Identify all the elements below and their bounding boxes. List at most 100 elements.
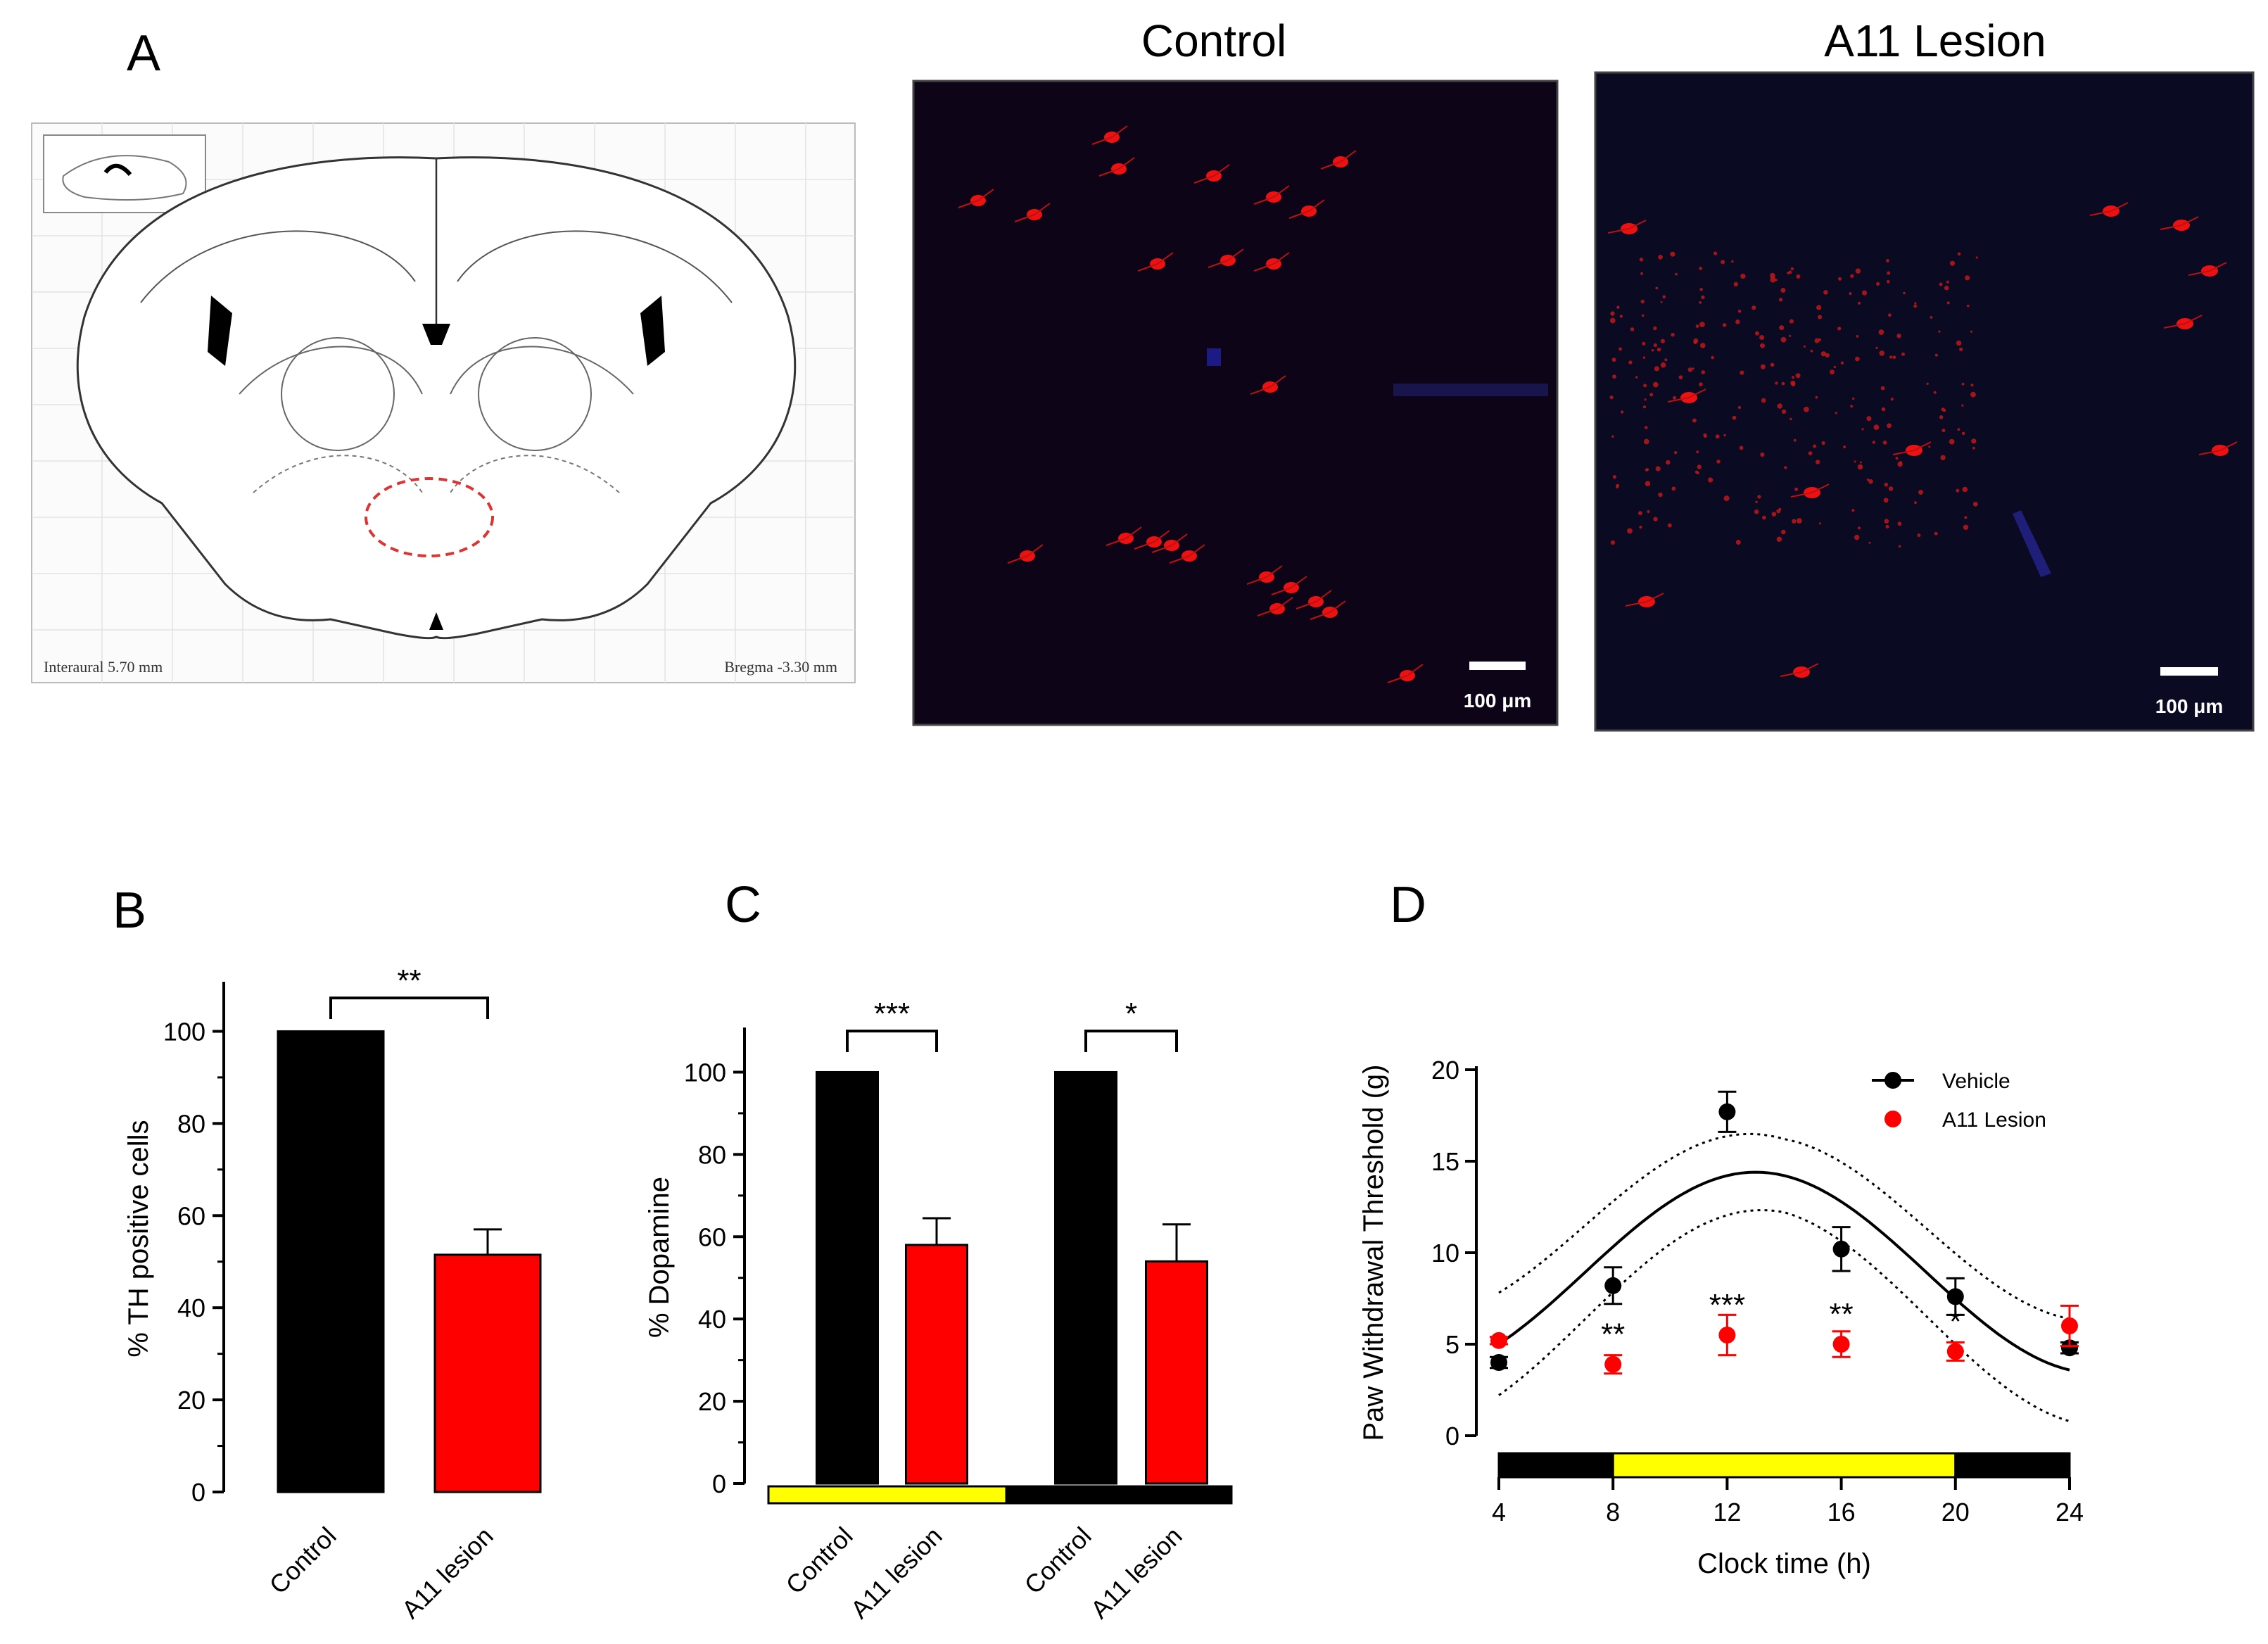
fiber-speck [1760, 343, 1765, 348]
fiber-speck [1642, 405, 1647, 409]
neuron-process [1014, 203, 1051, 222]
fiber-speck [1965, 275, 1970, 281]
fiber-speck [1880, 386, 1885, 391]
neuron-process [1271, 576, 1307, 595]
neuron-process [1208, 248, 1244, 268]
significance-bracket [329, 997, 489, 1019]
y-tick-label: 100 [684, 1058, 726, 1087]
neuron-process [1892, 441, 1932, 455]
fiber-speck [1654, 366, 1659, 372]
brain-atlas-diagram: Interaural 5.70 mm Bregma -3.30 mm [31, 122, 856, 683]
panel-a-letter: A [127, 25, 160, 82]
fiber-speck [1643, 384, 1647, 388]
fiber-speck [1645, 468, 1649, 472]
fiber-speck [1970, 330, 1973, 333]
fiber-speck [1881, 407, 1886, 412]
significance-bracket [1084, 1030, 1178, 1052]
fiber-speck [1781, 381, 1785, 386]
fiber-speck [1939, 282, 1943, 286]
fiber-speck [1838, 277, 1842, 281]
dark-phase-bar [1005, 1485, 1233, 1505]
fiber-speck [1770, 362, 1775, 367]
fiber-speck [1770, 272, 1775, 279]
fiber-speck [1875, 346, 1878, 349]
x-tick-label: 20 [1941, 1498, 1970, 1526]
fiber-speck [1961, 382, 1965, 386]
fiber-speck [1612, 374, 1616, 379]
fiber-speck [1645, 426, 1648, 429]
y-tick-label: 10 [1431, 1239, 1459, 1267]
neuron-process [1091, 125, 1128, 145]
fiber-speck [1653, 517, 1658, 521]
fiber-speck [1914, 501, 1917, 505]
neuron-process [1106, 526, 1142, 546]
scale-bar [1469, 662, 1526, 670]
fiber-speck [1695, 324, 1699, 328]
fiber-speck [1888, 313, 1892, 317]
y-tick-label: 5 [1445, 1330, 1459, 1359]
fiber-speck [1926, 382, 1929, 385]
fiber-speck [1616, 486, 1618, 489]
fiber-speck [1852, 397, 1855, 400]
fiber-speck [1755, 331, 1759, 336]
panel-b-letter: B [113, 883, 146, 939]
fiber-speck [1858, 301, 1861, 305]
data-point [1490, 1354, 1507, 1371]
chart-panel-d: 0 5 10 15 20 Paw Withdrawal Threshold (g) 4 8 12… [1358, 1056, 2084, 1579]
control-micrograph: 100 μm [912, 80, 1559, 726]
fiber-speck [1737, 405, 1742, 410]
fiber-speck [1784, 466, 1787, 469]
fiber-speck [1671, 486, 1676, 491]
fiber-speck [1733, 282, 1738, 287]
data-point [1604, 1355, 1622, 1373]
neuron-process [1310, 600, 1346, 620]
fiber-speck [1643, 438, 1649, 445]
fiber-speck [1944, 285, 1949, 291]
fiber-speck [1886, 259, 1889, 263]
fiber-speck [1961, 404, 1964, 407]
neuron-process [2160, 216, 2199, 230]
fiber-speck [1833, 365, 1836, 369]
y-tick-label: 20 [177, 1386, 205, 1415]
fiber-speck [1701, 370, 1706, 374]
fiber-speck [1780, 288, 1786, 293]
significance-label: ** [397, 963, 421, 998]
fiber-speck [1930, 316, 1933, 319]
fiber-speck [1957, 252, 1961, 256]
fiber-speck [1737, 310, 1742, 313]
fiber-speck [1754, 509, 1759, 514]
x-axis-label: Clock time (h) [1697, 1548, 1871, 1579]
fiber-speck [1697, 464, 1702, 469]
y-tick-label: 20 [698, 1387, 726, 1416]
fiber-speck [1716, 460, 1721, 464]
fiber-speck [1759, 335, 1765, 340]
fiber-speck [1890, 398, 1894, 401]
fiber-speck [1699, 267, 1703, 270]
fiber-speck [1637, 511, 1642, 516]
fiber-speck [1918, 490, 1923, 495]
fiber-speck [1949, 438, 1955, 445]
fiber-speck [1662, 295, 1666, 299]
fiber-speck [1793, 438, 1797, 442]
fiber-speck [1722, 323, 1727, 327]
fiber-speck [1956, 488, 1960, 493]
fiber-speck [1885, 524, 1889, 529]
fiber-speck [1610, 540, 1615, 545]
fiber-speck [1640, 299, 1645, 304]
x-tick-label: 4 [1492, 1498, 1506, 1526]
category-label: A11 lesion [1085, 1522, 1188, 1624]
fiber-speck [1943, 409, 1946, 412]
fiber-speck [1776, 536, 1782, 542]
fiber-speck [1963, 524, 1969, 530]
fiber-speck [1792, 519, 1797, 524]
neuron-process [1151, 533, 1188, 553]
fiber-speck [1794, 487, 1799, 491]
neuron-process [1288, 199, 1325, 219]
y-tick-label: 100 [163, 1017, 205, 1046]
bar [277, 1030, 385, 1493]
fiber-speck [1928, 445, 1931, 448]
fiber-speck [1934, 353, 1938, 357]
fiber-speck [1675, 272, 1678, 276]
phase-bar-segment [1497, 1452, 1614, 1479]
fiber-speck [1647, 510, 1650, 514]
